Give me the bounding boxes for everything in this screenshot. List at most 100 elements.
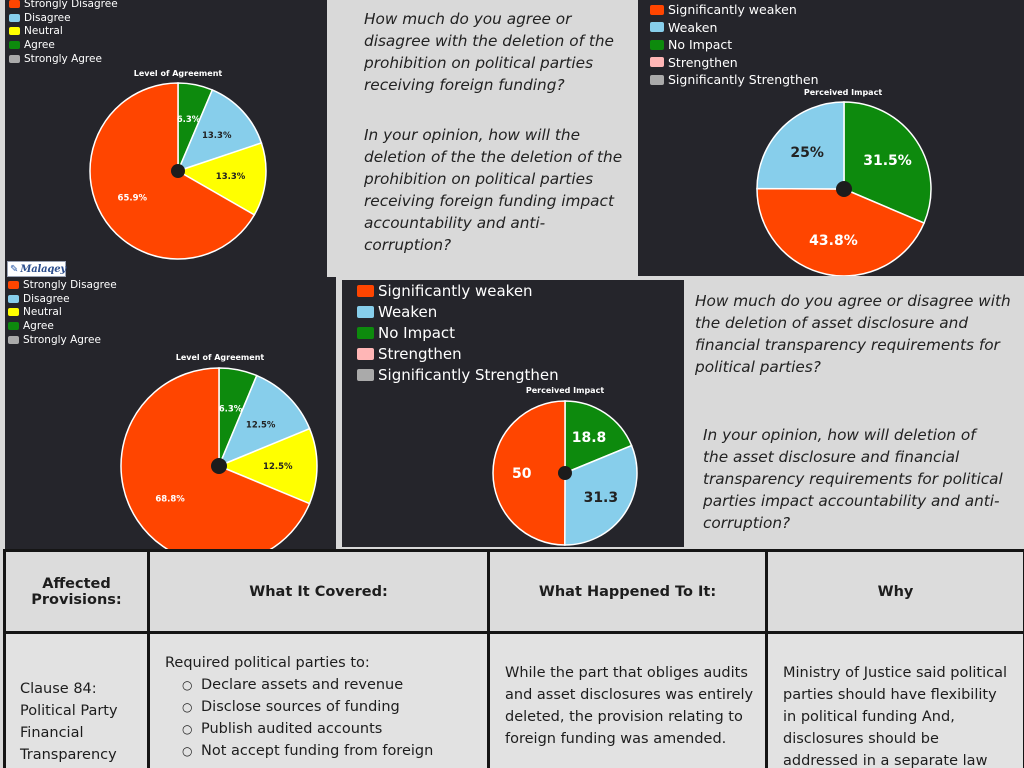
pie-slice-label: 6.3% xyxy=(219,404,243,414)
pie-slice-label: 65.9% xyxy=(118,193,148,203)
header-what-it-covered: What It Covered: xyxy=(147,549,490,634)
legend-item: Weaken xyxy=(650,19,819,37)
legend-label: No Impact xyxy=(668,37,733,53)
pie-slice-label: 50 xyxy=(512,466,532,482)
legend-swatch xyxy=(650,22,664,33)
legend-label: Weaken xyxy=(378,302,438,321)
question-2-text: In your opinion, how will the deletion o… xyxy=(364,126,623,254)
pie-slice-label: 25% xyxy=(790,145,824,161)
header-why: Why xyxy=(765,549,1024,634)
legend-swatch xyxy=(650,4,664,15)
pie-center-dot xyxy=(171,164,185,178)
legend-label: Strengthen xyxy=(668,54,738,70)
legend-item: No Impact xyxy=(357,322,559,343)
pie-slice-label: 12.5% xyxy=(246,420,276,430)
legend-item: Agree xyxy=(8,319,117,333)
legend-item: Strongly Disagree xyxy=(9,0,118,11)
pie-slice-label: 18.8 xyxy=(572,430,607,446)
provisions-table: Affected Provisions: What It Covered: Wh… xyxy=(3,549,1024,768)
legend-label: Agree xyxy=(23,319,54,332)
legend-item: Disagree xyxy=(9,11,118,25)
chart-panel-agreement-asset-disclosure: Strongly Disagree Disagree Neutral Agree Str… xyxy=(5,277,336,551)
list-item: Not accept funding from foreign xyxy=(165,740,487,762)
chart-panel-impact-foreign-funding: Significantly weaken Weaken No Impact Stren… xyxy=(638,0,1024,276)
legend-item: Neutral xyxy=(8,305,117,319)
question-1-text: How much do you agree or disagree with t… xyxy=(364,10,614,94)
pie-slice xyxy=(564,400,633,475)
legend-item: Significantly Strengthen xyxy=(357,365,559,386)
pie-slice xyxy=(843,101,932,225)
legend-label: Significantly Strengthen xyxy=(378,366,559,385)
legend-label: No Impact xyxy=(378,323,456,342)
legend-label: Significantly Strengthen xyxy=(668,72,819,88)
legend-swatch xyxy=(9,40,20,49)
pie-slice-label: 31.3 xyxy=(584,490,619,506)
legend: Significantly weaken Weaken No Impact Stren… xyxy=(357,280,559,386)
legend: Strongly Disagree Disagree Neutral Agree Str… xyxy=(8,278,117,346)
list-item: Publish audited accounts xyxy=(165,718,487,740)
pie-chart: 18.8 31.3 50 xyxy=(492,400,638,546)
legend-label: Agree xyxy=(24,38,55,51)
list-item: Declare assets and revenue xyxy=(165,674,487,696)
legend-label: Strongly Disagree xyxy=(24,0,118,10)
chart-title: Level of Agreement xyxy=(133,69,223,78)
cell-happened: While the part that obliges audits and a… xyxy=(487,631,768,768)
legend-swatch xyxy=(650,57,664,68)
table-header-row: Affected Provisions: What It Covered: Wh… xyxy=(3,549,1024,634)
chart-panel-agreement-foreign-funding: Strongly Disagree Disagree Neutral Agree Str… xyxy=(5,0,327,278)
chart-title: Perceived Impact xyxy=(803,88,883,97)
legend-label: Disagree xyxy=(24,11,71,24)
legend-label: Significantly weaken xyxy=(668,2,797,18)
legend-swatch xyxy=(650,39,664,50)
legend-label: Neutral xyxy=(23,306,62,319)
pie-center-dot xyxy=(558,466,572,480)
legend-swatch xyxy=(8,280,19,289)
pie-center-dot xyxy=(836,181,852,197)
covered-list: Declare assets and revenue Disclose sour… xyxy=(165,674,487,762)
legend-item: Significantly weaken xyxy=(357,280,559,301)
question-4-text: In your opinion, how will deletion of th… xyxy=(703,426,1003,532)
pie-slice xyxy=(217,374,311,468)
question-3-text: How much do you agree or disagree with t… xyxy=(695,292,1011,376)
legend-label: Strongly Agree xyxy=(24,52,102,65)
logo-mark-icon: ✎ xyxy=(10,263,19,275)
legend-swatch xyxy=(8,321,19,330)
covered-intro: Required political parties to: xyxy=(165,655,370,671)
legend-swatch xyxy=(9,0,20,8)
legend-item: No Impact xyxy=(650,36,819,54)
legend-swatch xyxy=(8,335,19,344)
legend-swatch xyxy=(357,284,374,297)
pie-slice xyxy=(756,101,845,190)
malaqey-logo: ✎ Malaqey xyxy=(7,261,66,277)
legend: Strongly Disagree Disagree Neutral Agree Str… xyxy=(9,0,118,65)
pie-slice xyxy=(492,400,566,546)
legend-item: Strengthen xyxy=(357,344,559,365)
chart-title: Level of Agreement xyxy=(175,353,265,362)
legend-swatch xyxy=(9,13,20,22)
legend-item: Strengthen xyxy=(650,54,819,72)
legend-label: Strongly Disagree xyxy=(23,278,117,291)
pie-slice xyxy=(176,142,267,216)
pie-slice-label: 6.3% xyxy=(177,115,201,125)
legend: Significantly weaken Weaken No Impact Stren… xyxy=(650,1,819,89)
pie-chart: 6.3%13.3%13.3%65.9% xyxy=(89,82,267,260)
legend-item: Neutral xyxy=(9,24,118,38)
cell-covered: Required political parties to: Declare a… xyxy=(147,631,490,768)
pie-slice-label: 43.8% xyxy=(809,233,858,249)
pie-slice xyxy=(756,187,926,276)
chart-title: Perceived Impact xyxy=(525,386,605,395)
pie-chart: 6.3%12.5%12.5%68.8% xyxy=(120,367,318,551)
legend-label: Weaken xyxy=(668,19,718,35)
header-what-happened: What Happened To It: xyxy=(487,549,768,634)
legend-label: Strengthen xyxy=(378,345,462,364)
legend-item: Agree xyxy=(9,38,118,52)
cell-provision: Clause 84: Political Party Financial Tra… xyxy=(3,631,150,768)
legend-label: Strongly Agree xyxy=(23,333,101,346)
pie-slice-label: 31.5% xyxy=(863,153,912,169)
header-affected-provisions: Affected Provisions: xyxy=(3,549,150,634)
pie-slice xyxy=(564,444,638,546)
pie-slice xyxy=(217,427,318,505)
chart-panel-impact-asset-disclosure: Significantly weaken Weaken No Impact Stren… xyxy=(342,280,684,547)
legend-swatch xyxy=(9,27,20,36)
pie-slice-label: 13.3% xyxy=(202,131,232,141)
